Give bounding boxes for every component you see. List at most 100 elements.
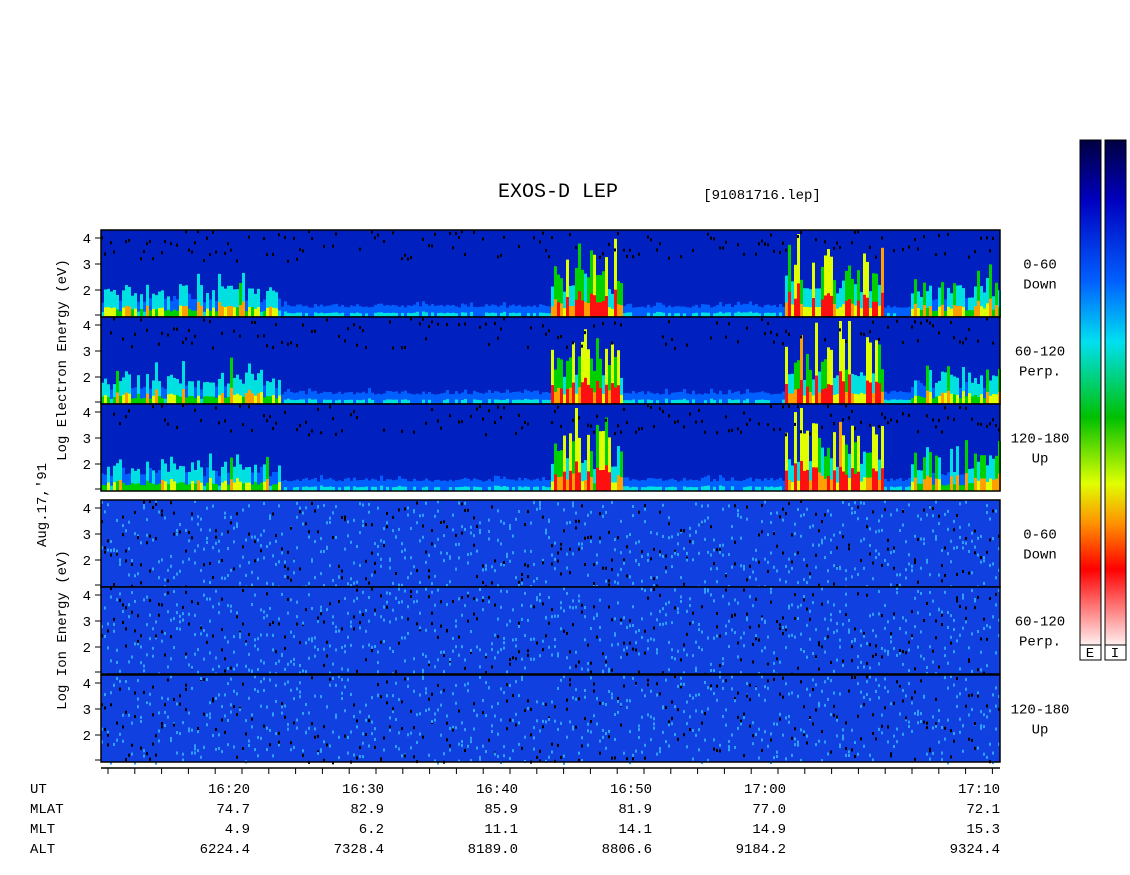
spectrum-column xyxy=(710,388,713,404)
noise xyxy=(803,578,805,582)
noise xyxy=(305,506,307,510)
spectrum-column xyxy=(278,465,281,491)
noise xyxy=(827,635,829,639)
spectrum-column xyxy=(497,391,500,404)
noise xyxy=(380,640,382,644)
noise xyxy=(332,761,334,765)
noise xyxy=(686,558,688,562)
noise xyxy=(926,665,928,669)
noise xyxy=(575,725,577,729)
spectrum-column xyxy=(275,484,278,491)
spectrum-column xyxy=(716,394,719,404)
spectrum-column xyxy=(752,400,755,404)
spectrum-column xyxy=(131,398,134,404)
noise xyxy=(965,704,967,708)
spectrum-column xyxy=(275,398,278,404)
spectrum-column xyxy=(494,485,497,491)
noise xyxy=(905,540,907,544)
spectrum-column xyxy=(599,302,602,317)
spectrum-column xyxy=(977,480,980,491)
noise xyxy=(110,659,112,663)
noise xyxy=(440,650,442,654)
spectrum-column xyxy=(347,392,350,404)
spectrum-column xyxy=(260,302,263,317)
spectrum-column xyxy=(371,478,374,491)
noise xyxy=(206,678,208,682)
noise xyxy=(881,563,883,567)
spectrum-column xyxy=(434,394,437,404)
noise xyxy=(587,661,589,665)
spectrum-column xyxy=(308,487,311,491)
noise xyxy=(938,665,940,669)
noise xyxy=(518,624,520,628)
noise xyxy=(374,612,376,616)
spectrum-column xyxy=(251,288,254,317)
noise xyxy=(890,583,892,587)
noise xyxy=(998,534,1000,538)
noise xyxy=(857,230,859,234)
spectrum-column xyxy=(458,307,461,317)
noise xyxy=(251,535,253,539)
spectrum-column xyxy=(425,478,428,491)
noise xyxy=(914,625,916,629)
spectrum-column xyxy=(287,312,290,317)
spectrum-column xyxy=(257,393,260,404)
spectrum-column xyxy=(947,390,950,404)
spectrum-column xyxy=(119,300,122,317)
noise xyxy=(629,550,631,554)
noise xyxy=(428,595,430,599)
spectrum-column xyxy=(104,307,107,317)
spectrum-column xyxy=(536,486,539,491)
noise xyxy=(200,419,202,423)
spectrum-column xyxy=(167,296,170,317)
noise xyxy=(560,721,562,725)
noise xyxy=(953,628,955,632)
spectrum-column xyxy=(707,475,710,491)
noise xyxy=(458,420,460,424)
spectrum-column xyxy=(494,391,497,404)
noise xyxy=(728,619,730,623)
noise xyxy=(902,523,904,527)
spectrum-column xyxy=(743,487,746,491)
noise xyxy=(479,675,481,679)
spectrum-column xyxy=(152,380,155,404)
spectrum-column xyxy=(794,412,797,491)
noise xyxy=(440,703,442,707)
noise xyxy=(995,686,997,690)
noise xyxy=(395,745,397,749)
noise xyxy=(611,643,613,647)
spectrum-column xyxy=(926,390,929,404)
noise xyxy=(710,236,712,240)
noise xyxy=(287,567,289,571)
noise xyxy=(497,702,499,706)
noise xyxy=(524,735,526,739)
noise xyxy=(578,751,580,755)
noise xyxy=(320,550,322,554)
noise xyxy=(305,703,307,707)
noise xyxy=(188,729,190,733)
noise xyxy=(782,733,784,737)
noise xyxy=(509,524,511,528)
spectrum-column xyxy=(578,243,581,317)
noise xyxy=(179,523,181,527)
spectrum-column xyxy=(677,313,680,317)
noise xyxy=(308,230,310,234)
noise xyxy=(530,326,532,330)
noise xyxy=(392,231,394,235)
noise xyxy=(278,731,280,735)
noise xyxy=(488,342,490,346)
noise xyxy=(272,582,274,586)
noise xyxy=(986,424,988,428)
spectrum-column xyxy=(725,394,728,404)
noise xyxy=(545,720,547,724)
noise xyxy=(860,629,862,633)
noise xyxy=(257,637,259,641)
noise xyxy=(299,690,301,694)
spectrum-column xyxy=(785,470,788,491)
spectrum-column xyxy=(236,289,239,317)
spectrum-column xyxy=(572,382,575,404)
spectrum-column xyxy=(503,400,506,404)
spectrum-column xyxy=(176,469,179,491)
spectrum-column xyxy=(434,400,437,404)
noise xyxy=(755,558,757,562)
